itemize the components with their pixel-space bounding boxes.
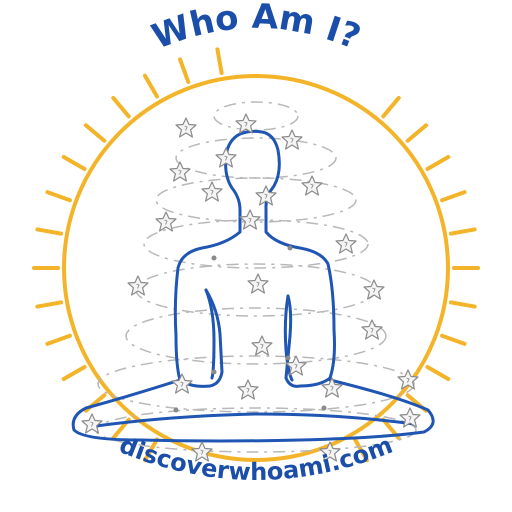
sun-ray (405, 123, 429, 143)
logo-title-text: Who Am I? (147, 0, 366, 58)
sun-ray (83, 123, 107, 143)
sun-ray (381, 95, 401, 119)
sun-ray (178, 57, 191, 84)
logo-title: Who Am I? (147, 0, 366, 58)
sun-ray (425, 155, 451, 171)
sun-ray (448, 227, 477, 236)
sun-ray (61, 155, 87, 171)
sun-ray (61, 365, 87, 381)
star-icon (81, 113, 421, 462)
small-dot-icons (173, 245, 327, 413)
sun-ray (111, 95, 131, 119)
sun-ray (448, 300, 477, 309)
sun-ray (35, 300, 64, 309)
sun-ray (143, 73, 159, 99)
sun-ray (215, 47, 224, 76)
sun-ray (440, 190, 467, 203)
sun-ray (353, 437, 369, 463)
sun-ray (143, 437, 159, 463)
sun-ray (425, 365, 451, 381)
sun-ray (35, 227, 64, 236)
sun-ring-icon (32, 47, 480, 463)
sun-ray (45, 333, 72, 346)
sun-ray (45, 190, 72, 203)
sun-ray (440, 333, 467, 346)
